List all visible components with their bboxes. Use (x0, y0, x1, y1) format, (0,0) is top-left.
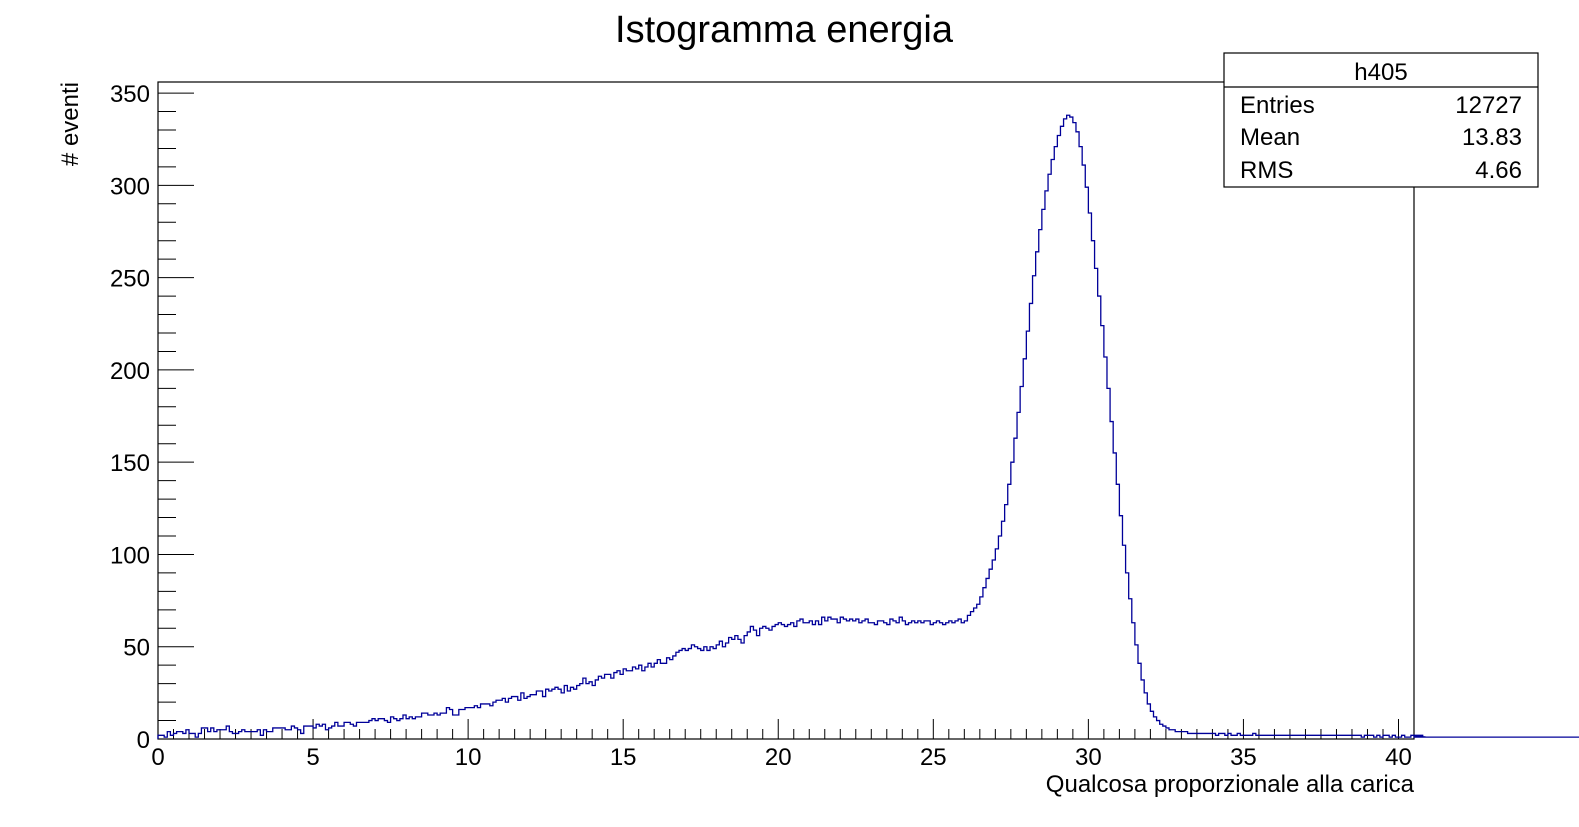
stats-value-entries: 12727 (1455, 92, 1522, 119)
y-axis: 0 50 100 150 200 250 300 350 (110, 81, 194, 754)
x-tick-label: 35 (1230, 744, 1257, 771)
y-tick-label: 100 (110, 542, 150, 569)
y-tick-label: 200 (110, 358, 150, 385)
x-tick-label: 40 (1385, 744, 1412, 771)
y-axis-label: # eventi (57, 82, 84, 166)
y-tick-label: 250 (110, 266, 150, 293)
stats-value-mean: 13.83 (1462, 124, 1522, 151)
stats-box-title: h405 (1354, 59, 1407, 86)
x-tick-label: 15 (610, 744, 637, 771)
histogram-series-line (157, 114, 1579, 739)
stats-label-rms: RMS (1240, 157, 1293, 184)
stats-box: h405 Entries 12727 Mean 13.83 RMS 4.66 (1223, 52, 1539, 188)
x-tick-label: 10 (455, 744, 482, 771)
x-tick-label: 5 (306, 744, 319, 771)
plot-frame (157, 81, 1415, 740)
y-tick-label: 300 (110, 173, 150, 200)
x-tick-label: 20 (765, 744, 792, 771)
x-axis: 0 5 10 15 20 25 30 35 40 (151, 719, 1415, 771)
stats-label-mean: Mean (1240, 124, 1300, 151)
chart-title: Istogramma energia (615, 9, 954, 51)
stats-box-frame (1223, 52, 1539, 188)
x-tick-label: 25 (920, 744, 947, 771)
stats-value-rms: 4.66 (1475, 157, 1522, 184)
y-tick-label: 150 (110, 450, 150, 477)
stats-label-entries: Entries (1240, 92, 1315, 119)
x-tick-label: 0 (151, 744, 164, 771)
x-axis-label: Qualcosa proporzionale alla carica (1046, 771, 1415, 798)
y-tick-label: 0 (137, 727, 150, 754)
y-tick-label: 50 (123, 635, 150, 662)
y-tick-label: 350 (110, 81, 150, 108)
x-tick-label: 30 (1075, 744, 1102, 771)
